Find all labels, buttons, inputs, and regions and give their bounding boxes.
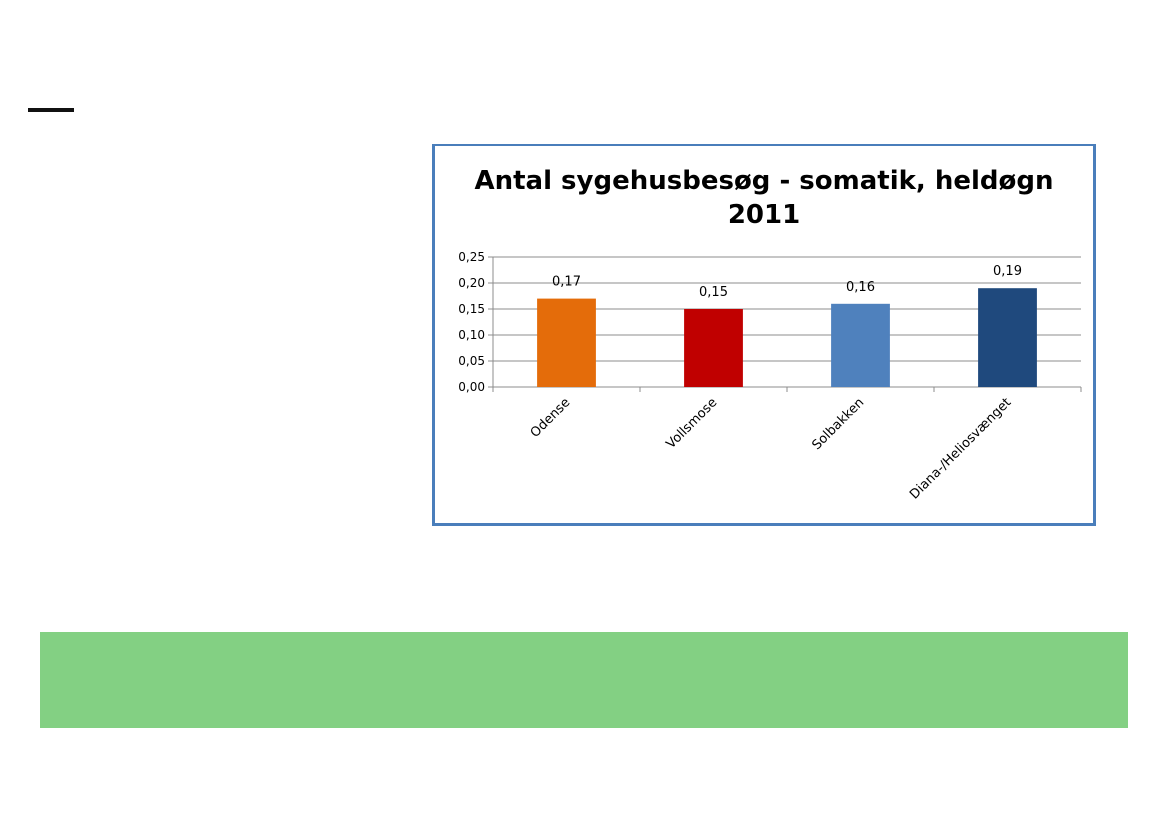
- data-label: 0,15: [699, 285, 728, 300]
- chart-frame: Antal sygehusbesøg - somatik, heldøgn 20…: [432, 144, 1096, 526]
- category-label: Odense: [528, 395, 574, 441]
- chart-title: Antal sygehusbesøg - somatik, heldøgn 20…: [435, 164, 1093, 232]
- y-tick-label: 0,15: [458, 302, 485, 316]
- bar: [537, 298, 596, 387]
- green-banner: [40, 632, 1128, 728]
- y-tick-label: 0,05: [458, 354, 485, 368]
- data-label: 0,17: [552, 275, 581, 290]
- bar: [684, 309, 743, 387]
- category-label: Vollsmose: [664, 395, 721, 452]
- y-tick-label: 0,00: [458, 380, 485, 394]
- category-label: Diana-/Heliosvænget: [907, 395, 1014, 502]
- bar: [978, 288, 1037, 387]
- data-label: 0,16: [846, 280, 875, 295]
- chart-title-line-2: 2011: [727, 200, 801, 230]
- y-tick-label: 0,25: [458, 250, 485, 264]
- y-tick-label: 0,20: [458, 276, 485, 290]
- title-dash: [28, 108, 74, 112]
- bar-chart: 0,00 0,05 0,10 0,15 0,20 0,25 0,17 Odense 0,15 Vo…: [458, 250, 1082, 502]
- y-tick-label: 0,10: [458, 328, 485, 342]
- data-label: 0,19: [993, 264, 1022, 279]
- bar: [831, 303, 890, 387]
- category-label: Solbakken: [809, 395, 867, 453]
- chart-title-line-1: Antal sygehusbesøg - somatik, heldøgn: [474, 166, 1054, 196]
